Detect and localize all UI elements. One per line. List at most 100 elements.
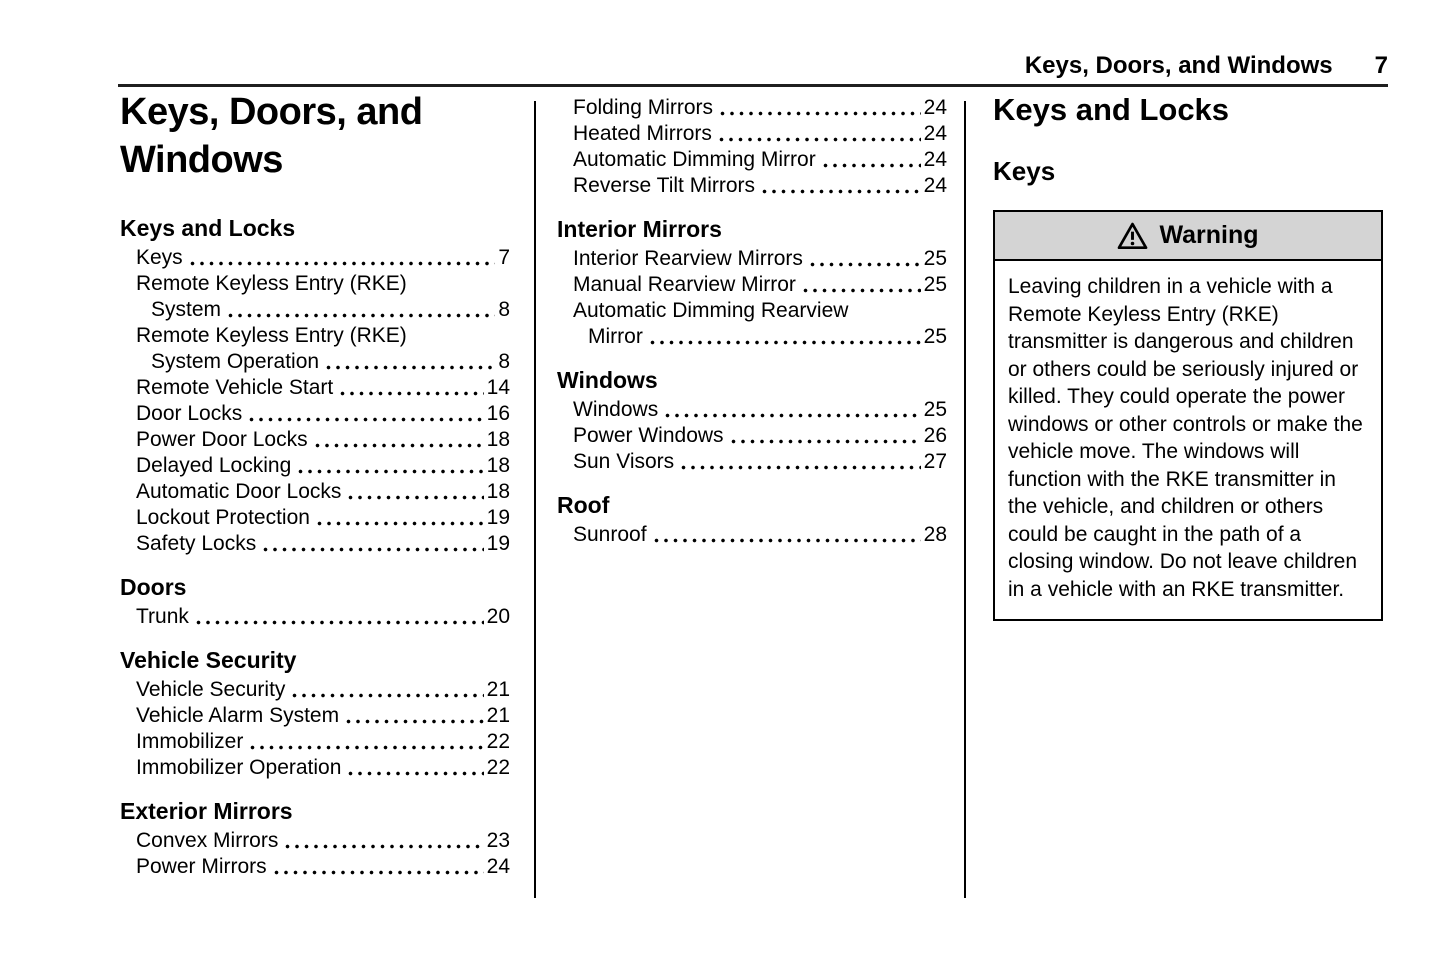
toc-entry[interactable]: Immobilizer Operation 22 xyxy=(120,755,510,781)
toc-entry[interactable]: Immobilizer 22 xyxy=(120,729,510,755)
toc-entry-page: 19 xyxy=(486,506,510,529)
toc-section-heading: Roof xyxy=(557,492,610,518)
toc-entry[interactable]: Power Door Locks 18 xyxy=(120,427,510,453)
toc-entry-page: 24 xyxy=(923,148,947,171)
dot-leader xyxy=(718,137,921,143)
toc-entry[interactable]: System Operation 8 xyxy=(120,349,510,375)
dot-leader xyxy=(649,340,921,346)
toc-entry[interactable]: Delayed Locking 18 xyxy=(120,453,510,479)
toc-entry-page: 25 xyxy=(923,398,947,421)
dot-leader xyxy=(340,391,484,397)
toc-entry-label: Windows xyxy=(573,398,659,421)
toc-section-heading: Interior Mirrors xyxy=(557,216,722,242)
toc-entry-label: Immobilizer Operation xyxy=(136,756,342,779)
toc-entry-label: Automatic Dimming Mirror xyxy=(573,148,816,171)
toc-entry[interactable]: Manual Rearview Mirror 25 xyxy=(557,272,947,298)
dot-leader xyxy=(314,443,484,449)
toc-entry-page: 24 xyxy=(923,122,947,145)
toc-entry-label: Trunk xyxy=(136,605,189,628)
warning-triangle-icon xyxy=(1117,222,1148,250)
toc-entry[interactable]: Keys 7 xyxy=(120,245,510,271)
toc-entry[interactable]: Vehicle Alarm System 21 xyxy=(120,703,510,729)
toc-entry-wrap-line[interactable]: Remote Keyless Entry (RKE) xyxy=(136,324,407,347)
dot-leader xyxy=(326,365,496,371)
toc-entry[interactable]: Remote Vehicle Start 14 xyxy=(120,375,510,401)
toc-entry[interactable]: Reverse Tilt Mirrors 24 xyxy=(557,173,947,199)
toc-entry[interactable]: System 8 xyxy=(120,297,510,323)
chapter-title-line2: Windows xyxy=(120,139,283,181)
dot-leader xyxy=(802,288,921,294)
toc-entry-page: 18 xyxy=(486,480,510,503)
toc-entry-wrap-line[interactable]: Remote Keyless Entry (RKE) xyxy=(136,272,407,295)
toc-column-1: Keys, Doors, and Windows Keys and Locks K… xyxy=(120,88,510,880)
warning-box: Warning Leaving children in a vehicle wi… xyxy=(993,210,1383,621)
toc-entry-page: 18 xyxy=(486,454,510,477)
dot-leader xyxy=(273,870,484,876)
dot-leader xyxy=(348,771,484,777)
warning-header: Warning xyxy=(995,212,1381,261)
header-rule xyxy=(118,84,1388,87)
toc-entry-page: 28 xyxy=(923,523,947,546)
toc-entry-label: Mirror xyxy=(588,325,643,348)
dot-leader xyxy=(822,163,921,169)
toc-entry-page: 24 xyxy=(486,855,510,878)
toc-entry-wrap-line[interactable]: Automatic Dimming Rearview xyxy=(573,299,849,322)
toc-entry-page: 27 xyxy=(923,450,947,473)
dot-leader xyxy=(298,469,484,475)
toc-entry-page: 25 xyxy=(923,273,947,296)
toc-entry-label: Keys xyxy=(136,246,183,269)
dot-leader xyxy=(250,745,484,751)
column-divider-2 xyxy=(964,101,966,898)
toc-entry-label: Heated Mirrors xyxy=(573,122,712,145)
toc-entry[interactable]: Sun Visors 27 xyxy=(557,449,947,475)
toc-entry[interactable]: Convex Mirrors 23 xyxy=(120,828,510,854)
dot-leader xyxy=(762,189,921,195)
toc-entry-label: Immobilizer xyxy=(136,730,244,753)
toc-entry[interactable]: Heated Mirrors 24 xyxy=(557,121,947,147)
toc-entry[interactable]: Power Windows 26 xyxy=(557,423,947,449)
column-divider-1 xyxy=(534,101,536,898)
toc-entry[interactable]: Automatic Dimming Mirror 24 xyxy=(557,147,947,173)
toc-entry-label: Convex Mirrors xyxy=(136,829,279,852)
toc-entry-label: Sunroof xyxy=(573,523,647,546)
toc-section-heading: Keys and Locks xyxy=(120,215,296,241)
running-header: Keys, Doors, and Windows 7 xyxy=(1025,52,1388,80)
dot-leader xyxy=(681,465,921,471)
toc-entry[interactable]: Folding Mirrors 24 xyxy=(557,95,947,121)
dot-leader xyxy=(228,313,496,319)
toc-entry[interactable]: Sunroof 28 xyxy=(557,522,947,548)
toc-entry[interactable]: Interior Rearview Mirrors 25 xyxy=(557,246,947,272)
toc-entry-label: Delayed Locking xyxy=(136,454,292,477)
toc-list-column1: Keys and Locks Keys 7 Remote Keyless Entry … xyxy=(120,214,510,880)
toc-entry-label: Folding Mirrors xyxy=(573,96,714,119)
toc-entry-label: Power Door Locks xyxy=(136,428,308,451)
toc-entry-label: Power Mirrors xyxy=(136,855,267,878)
dot-leader xyxy=(189,261,496,267)
toc-entry[interactable]: Automatic Door Locks 18 xyxy=(120,479,510,505)
toc-column-2: Folding Mirrors 24 Heated Mirrors 24 Automat… xyxy=(557,95,947,548)
toc-entry[interactable]: Mirror 25 xyxy=(557,324,947,350)
toc-entry-page: 20 xyxy=(486,605,510,628)
toc-entry-page: 7 xyxy=(498,246,510,269)
toc-section-heading: Vehicle Security xyxy=(120,647,297,673)
section-title: Keys and Locks xyxy=(993,92,1230,127)
toc-entry-page: 25 xyxy=(923,325,947,348)
page-number: 7 xyxy=(1374,52,1388,79)
toc-entry-page: 22 xyxy=(486,730,510,753)
dot-leader xyxy=(316,521,484,527)
dot-leader xyxy=(346,719,484,725)
dot-leader xyxy=(720,111,921,117)
toc-entry-label: Vehicle Alarm System xyxy=(136,704,340,727)
toc-entry[interactable]: Door Locks 16 xyxy=(120,401,510,427)
toc-entry[interactable]: Safety Locks 19 xyxy=(120,531,510,557)
toc-entry-label: Remote Vehicle Start xyxy=(136,376,334,399)
toc-entry-page: 16 xyxy=(486,402,510,425)
toc-entry[interactable]: Trunk 20 xyxy=(120,604,510,630)
toc-entry[interactable]: Windows 25 xyxy=(557,397,947,423)
toc-entry-page: 18 xyxy=(486,428,510,451)
toc-entry[interactable]: Vehicle Security 21 xyxy=(120,677,510,703)
toc-section-heading: Exterior Mirrors xyxy=(120,798,293,824)
toc-entry[interactable]: Lockout Protection 19 xyxy=(120,505,510,531)
toc-entry-page: 8 xyxy=(498,298,510,321)
toc-entry[interactable]: Power Mirrors 24 xyxy=(120,854,510,880)
